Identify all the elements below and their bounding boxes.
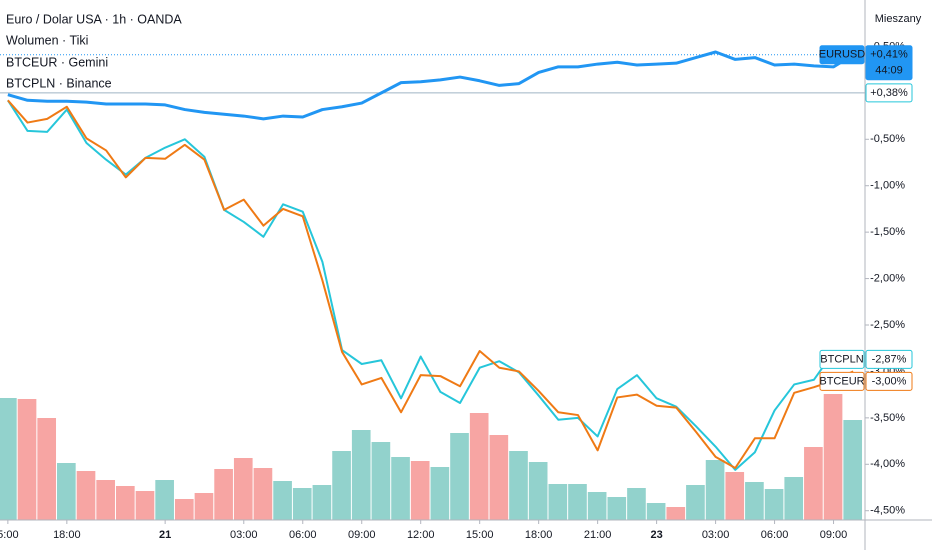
volume-bar xyxy=(115,486,135,520)
volume-bar xyxy=(351,430,371,520)
volume-bar xyxy=(548,484,568,520)
volume-bar xyxy=(410,461,430,520)
volume-bar xyxy=(509,451,528,520)
volume-bar xyxy=(194,493,214,520)
series-name: BTCPLN xyxy=(820,353,863,365)
volume-bar xyxy=(666,507,686,520)
x-tick-label: 23 xyxy=(650,529,662,541)
x-tick-label: 03:00 xyxy=(702,529,730,541)
series-name-badge xyxy=(819,371,865,391)
volume-bar xyxy=(745,482,764,520)
volume-bar xyxy=(391,457,410,520)
volume-bar xyxy=(450,433,469,520)
volume-bar xyxy=(587,492,607,520)
volume-bar xyxy=(312,485,332,520)
x-tick-label: 06:00 xyxy=(761,529,789,541)
last-value-badge xyxy=(865,349,913,369)
volume-bar xyxy=(784,477,804,520)
volume-bar xyxy=(725,472,745,520)
legend-line: BTCPLN · Binance xyxy=(6,76,112,90)
x-tick-label: 18:00 xyxy=(53,529,81,541)
volume-bar xyxy=(57,463,76,520)
y-tick-label: -0,50% xyxy=(870,133,905,145)
badge-layer: EURUSD +0,41% 44:09 BTCPLN -2,87% BTCEUR -3,00… xyxy=(819,45,913,391)
volume-bar xyxy=(469,413,489,520)
countdown: 44:09 xyxy=(875,65,903,77)
price-line-label: +0,38% xyxy=(870,87,908,99)
volume-bar xyxy=(568,484,587,520)
volume-bar xyxy=(17,399,37,520)
volume-bar xyxy=(528,462,548,520)
y-tick-label: -4,00% xyxy=(870,458,905,470)
series-line xyxy=(7,99,854,471)
volume-bar xyxy=(705,460,725,520)
volume-bar xyxy=(174,499,194,520)
volume-bar xyxy=(804,447,823,520)
series-name-badge xyxy=(819,45,865,65)
volume-bar xyxy=(273,481,292,520)
volume-bar xyxy=(646,503,666,520)
x-tick-label: 06:00 xyxy=(289,529,317,541)
volume-layer xyxy=(0,394,863,520)
legend-line: Euro / Dolar USA · 1h · OANDA xyxy=(6,12,182,26)
volume-bar xyxy=(214,469,233,520)
x-tick-label: 12:00 xyxy=(407,529,435,541)
series-line xyxy=(7,50,854,121)
volume-bar xyxy=(764,489,784,520)
x-tick-label: 03:00 xyxy=(230,529,258,541)
y-tick-label: -3,50% xyxy=(870,412,905,424)
last-value-label: -2,87% xyxy=(872,353,907,365)
volume-bar xyxy=(155,480,174,520)
last-value-badge xyxy=(865,45,913,81)
x-tick-label: 09:00 xyxy=(820,529,848,541)
legend-line: Wolumen · Tiki xyxy=(6,33,88,47)
y-tick-label: -1,00% xyxy=(870,180,905,192)
volume-bar xyxy=(843,420,863,520)
y-tick-label: -4,50% xyxy=(870,505,905,517)
series-line xyxy=(7,99,854,469)
volume-bar xyxy=(430,467,450,520)
series-name-badge xyxy=(819,349,865,369)
volume-bar xyxy=(607,497,627,520)
volume-bar xyxy=(823,394,843,520)
series-name: EURUSD xyxy=(819,49,866,61)
last-value-label: -3,00% xyxy=(872,375,907,387)
mode-button[interactable]: Mieszany xyxy=(875,13,922,25)
volume-bar xyxy=(233,458,253,520)
y-tick-label: -2,00% xyxy=(870,272,905,284)
x-tick-label: 21:00 xyxy=(584,529,612,541)
volume-bar xyxy=(37,418,57,520)
x-tick-label: 15:00 xyxy=(466,529,494,541)
legend-line: BTCEUR · Gemini xyxy=(6,55,108,69)
volume-bar xyxy=(686,485,705,520)
volume-bar xyxy=(332,451,351,520)
x-tick-label: 09:00 xyxy=(348,529,376,541)
price-line-badge xyxy=(865,83,913,103)
volume-bar xyxy=(0,398,17,520)
line-layer xyxy=(0,50,865,471)
last-value-label: +0,41% xyxy=(870,49,908,61)
volume-bar xyxy=(253,468,273,520)
y-tick-label: -1,50% xyxy=(870,226,905,238)
y-tick-label: -2,50% xyxy=(870,319,905,331)
volume-bar xyxy=(135,491,155,520)
volume-bar xyxy=(371,442,391,520)
volume-bar xyxy=(96,480,115,520)
x-tick-label: 18:00 xyxy=(525,529,553,541)
x-tick-label: 5:00 xyxy=(0,529,19,541)
last-value-badge xyxy=(865,371,913,391)
mode-button-bg[interactable] xyxy=(866,0,932,38)
series-name: BTCEUR xyxy=(819,375,864,387)
volume-bar xyxy=(76,471,96,520)
volume-bar xyxy=(292,488,312,520)
x-tick-label: 21 xyxy=(159,529,171,541)
volume-bar xyxy=(489,435,509,520)
volume-bar xyxy=(627,488,646,520)
